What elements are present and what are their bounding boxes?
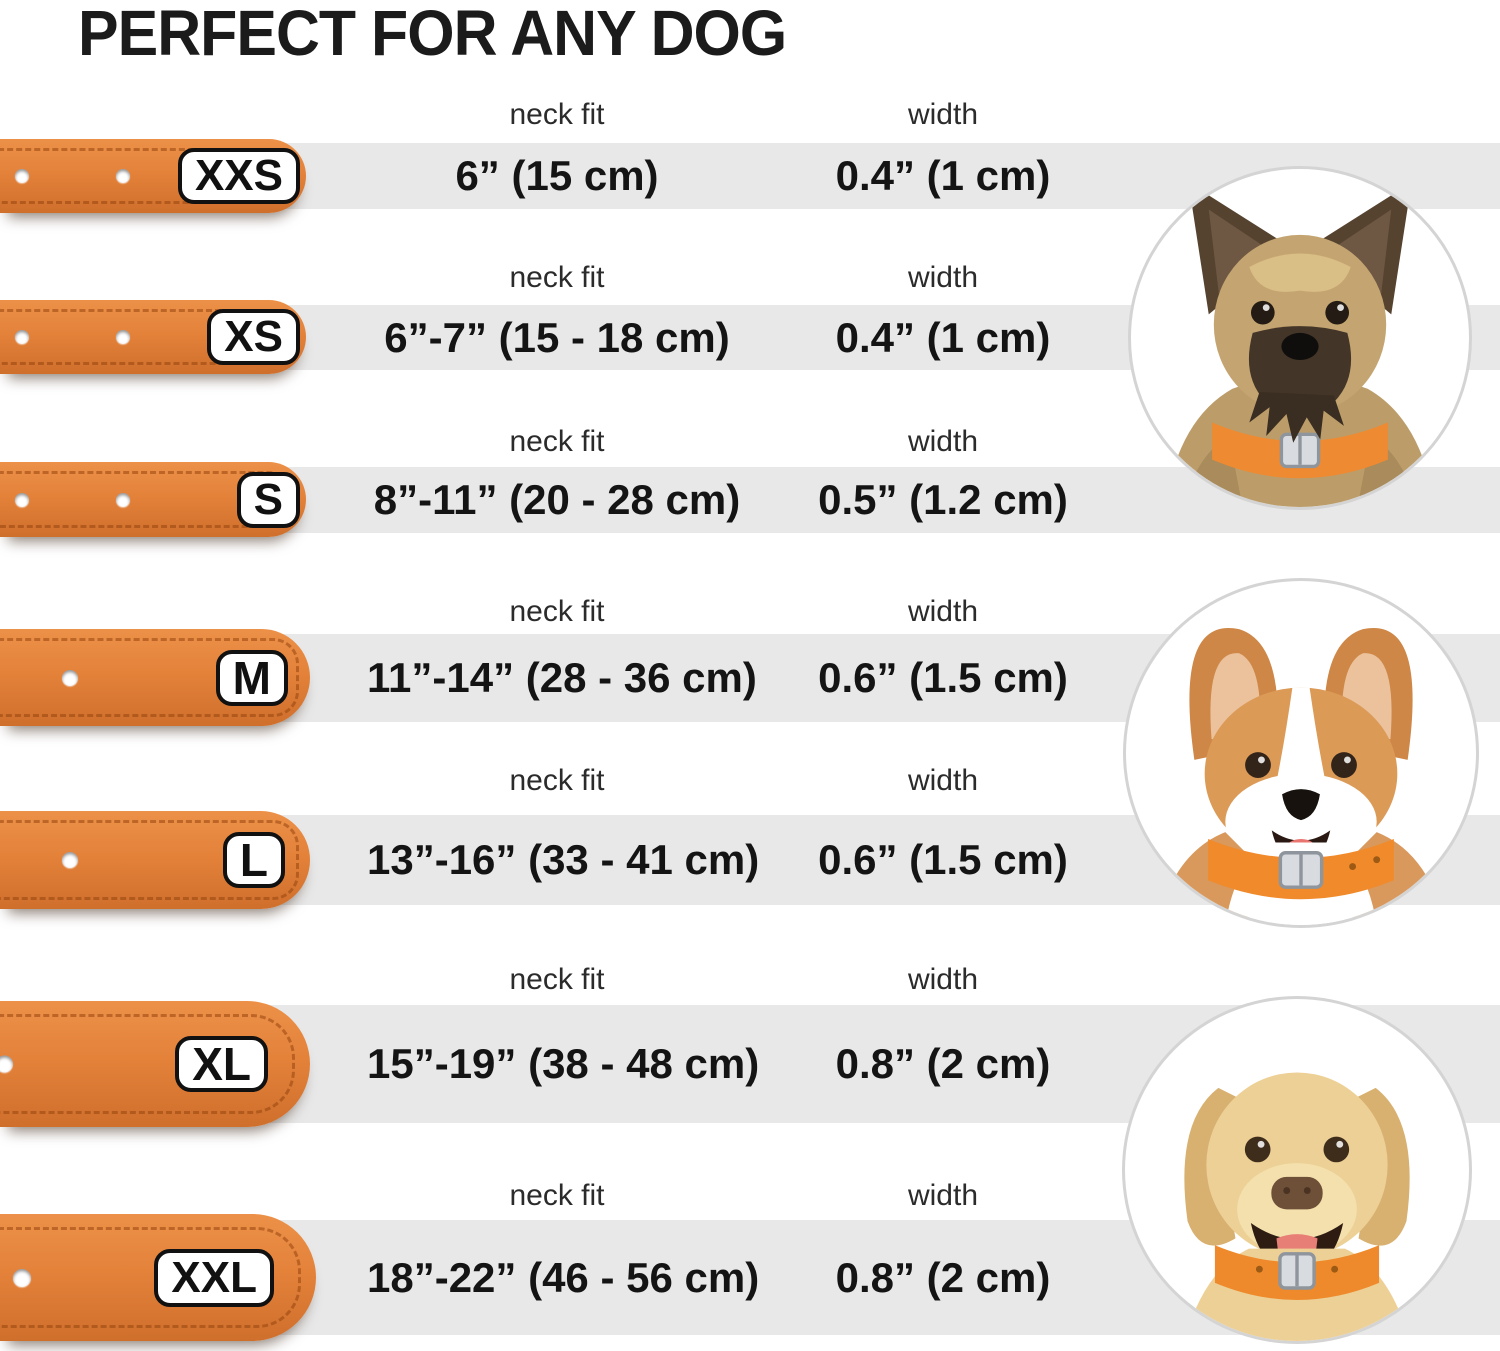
collar-strap-xxl: XXL [0,1214,316,1341]
collar-strap-s: S [0,462,306,537]
large-dog-photo-circle [1122,996,1472,1344]
neck-fit-label: neck fit [509,595,605,628]
width-label: width [907,425,979,458]
width-label: width [907,261,979,294]
neck-fit-value-l: 13”-16” (33 - 41 cm) [367,836,760,883]
neck-fit-label: neck fit [509,1179,605,1212]
collar-hole [62,852,78,868]
medium-dog-photo-circle [1123,578,1479,928]
collar-strap-m: M [0,629,310,726]
width-value-s: 0.5” (1.2 cm) [818,476,1068,523]
width-value-xxl: 0.8” (2 cm) [835,1253,1051,1301]
width-label: width [907,963,979,996]
width-label: width [907,595,979,628]
collar-hole [15,169,29,183]
neck-fit-label: neck fit [509,764,605,797]
neck-fit-value-xl: 15”-19” (38 - 48 cm) [367,1040,760,1087]
width-value-m: 0.6” (1.5 cm) [818,654,1068,701]
neck-fit-label: neck fit [509,98,605,131]
collar-stitching [0,1227,301,1328]
neck-fit-value-xs: 6”-7” (15 - 18 cm) [384,313,730,361]
column-labels-xs: neck fit width [0,260,1500,296]
column-labels-l: neck fit width [0,763,1500,799]
neck-fit-label: neck fit [509,963,605,996]
page-title: PERFECT FOR ANY DOG [78,0,787,69]
size-badge-s: S [236,471,300,528]
neck-fit-value-xxl: 18”-22” (46 - 56 cm) [367,1253,760,1301]
column-labels-m: neck fit width [0,594,1500,630]
size-badge-xs: XS [207,309,300,365]
column-labels-xxl: neck fit width [0,1178,1500,1214]
column-labels-s: neck fit width [0,424,1500,460]
labrador-photo [1184,1072,1410,1341]
neck-fit-value-xxs: 6” (15 cm) [455,152,659,199]
width-label: width [907,764,979,797]
corgi-photo [1156,627,1446,925]
collar-hole [116,330,130,344]
size-badge-m: M [215,649,288,706]
column-labels-xxs: neck fit width [0,97,1500,133]
collar-hole [116,492,130,507]
size-badge-xl: XL [175,1036,268,1092]
collar-hole [62,669,78,686]
width-label: width [907,1179,979,1212]
collar-hole [15,492,29,507]
neck-fit-label: neck fit [509,261,605,294]
terrier-photo [1164,182,1436,507]
collar-strap-xl: XL [0,1001,310,1127]
width-value-xs: 0.4” (1 cm) [835,313,1051,361]
collar-strap-xxs: XXS [0,139,306,213]
neck-fit-value-s: 8”-11” (20 - 28 cm) [373,476,741,523]
collar-stitching [0,1014,295,1114]
column-labels-xl: neck fit width [0,962,1500,998]
size-badge-l: L [222,832,285,888]
collar-stitching [0,820,299,900]
width-value-xxs: 0.4” (1 cm) [835,152,1051,199]
collar-hole [116,169,130,183]
small-dog-photo-circle [1128,166,1472,510]
size-badge-xxl: XXL [154,1248,274,1307]
size-badge-xxs: XXS [177,148,300,204]
collar-hole [13,1268,31,1287]
collar-strap-l: L [0,811,310,909]
collar-hole [15,330,29,344]
neck-fit-label: neck fit [509,425,605,458]
width-label: width [907,98,979,131]
neck-fit-value-m: 11”-14” (28 - 36 cm) [367,654,757,701]
collar-strap-xs: XS [0,300,306,374]
collar-stitching [0,638,299,717]
width-value-xl: 0.8” (2 cm) [835,1040,1051,1087]
width-value-l: 0.6” (1.5 cm) [818,836,1068,883]
collar-hole [0,1055,13,1073]
